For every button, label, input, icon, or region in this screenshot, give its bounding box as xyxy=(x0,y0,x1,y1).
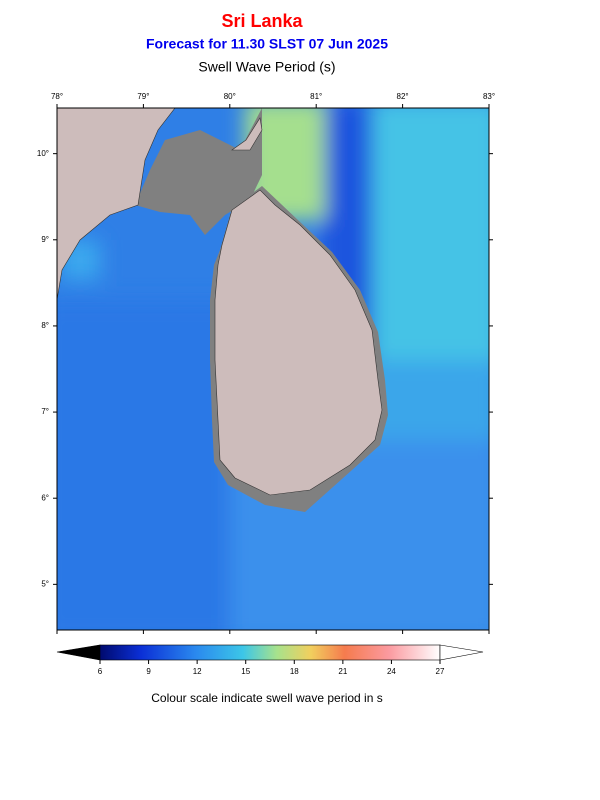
colorbar-tick-label: 15 xyxy=(241,667,250,676)
colorbar-tick-label: 18 xyxy=(290,667,299,676)
lon-tick-label: 83° xyxy=(483,92,495,101)
lat-tick-label: 5° xyxy=(41,579,49,588)
lat-tick-label: 6° xyxy=(41,493,49,502)
map-frame xyxy=(56,107,490,631)
lat-tick-label: 9° xyxy=(41,235,49,244)
lat-tick-label: 8° xyxy=(41,321,49,330)
colorbar-tick-label: 6 xyxy=(98,667,103,676)
lon-tick-label: 79° xyxy=(137,92,149,101)
lat-tick-label: 10° xyxy=(37,149,49,158)
colorbar xyxy=(56,644,484,661)
colorbar-tick-label: 24 xyxy=(387,667,396,676)
colorbar-caption: Colour scale indicate swell wave period … xyxy=(151,691,382,705)
colorbar-tick-label: 9 xyxy=(146,667,151,676)
lon-tick-label: 78° xyxy=(51,92,63,101)
lon-tick-label: 81° xyxy=(310,92,322,101)
colorbar-tick-label: 27 xyxy=(436,667,445,676)
colorbar-tick-label: 12 xyxy=(193,667,202,676)
title: Sri Lanka xyxy=(221,11,303,31)
colorbar-tick-label: 21 xyxy=(338,667,347,676)
lon-tick-label: 80° xyxy=(224,92,236,101)
lon-tick-label: 82° xyxy=(397,92,409,101)
lat-tick-label: 7° xyxy=(41,407,49,416)
subtitle: Forecast for 11.30 SLST 07 Jun 2025 xyxy=(146,36,388,52)
variable: Swell Wave Period (s) xyxy=(198,59,335,75)
map xyxy=(57,108,489,630)
